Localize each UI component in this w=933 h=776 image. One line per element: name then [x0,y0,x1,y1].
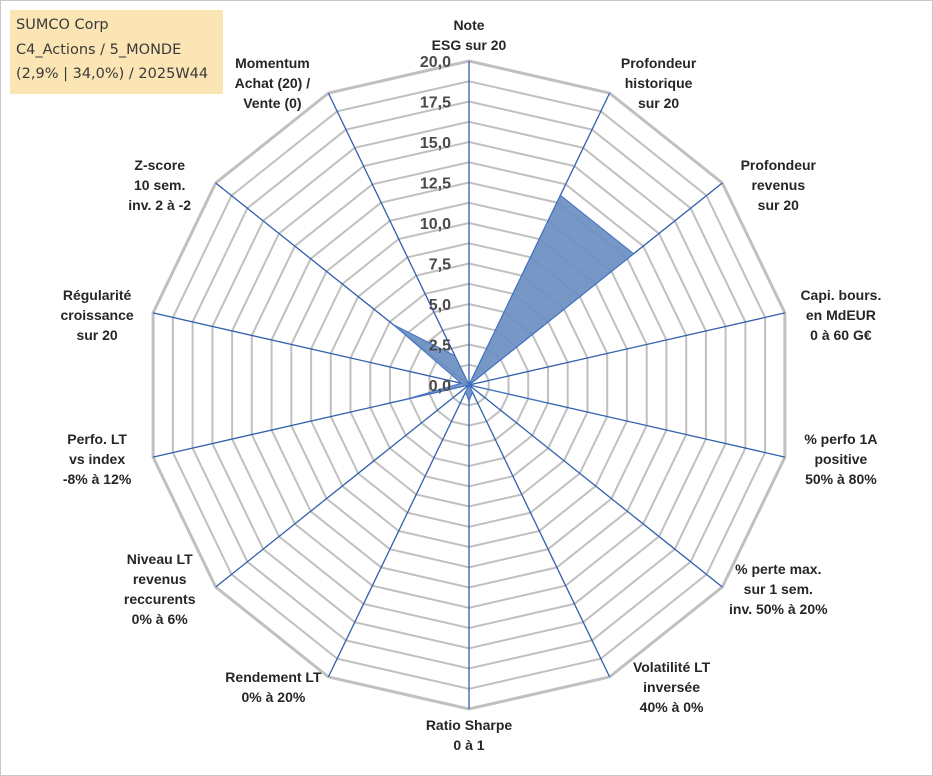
axis-label-line: Profondeur [621,55,697,71]
axis-label-line: Vente (0) [243,95,301,111]
axis-label-line: Note [453,17,484,33]
tick-label: 5,0 [429,297,451,314]
axis-label: Ratio Sharpe 0 à 1 [426,717,513,753]
axis-label-line: 0 à 1 [453,737,484,753]
axis-label: Capi. bours. en MdEUR 0 à 60 G€ [800,287,881,343]
axis-label: Rendement LT 0% à 20% [225,669,322,705]
axis-label-line: vs index [69,451,125,467]
tick-label: 20,0 [420,54,451,71]
tick-label: 7,5 [429,257,451,274]
axis-spoke [468,384,723,588]
axis-label-line: croissance [61,307,134,323]
axis-spoke [152,312,470,386]
axis-label-line: ESG sur 20 [432,37,507,53]
performance-week: (2,9% | 34,0%) / 2025W44 [16,66,209,82]
axis-label-line: Capi. bours. [800,287,881,303]
radar-tick-labels: 0,0 2,5 5,0 7,5 10,0 12,5 15,0 17,5 20,0 [420,54,451,395]
axis-label-line: Niveau LT [127,551,193,567]
data-point [454,355,456,357]
axis-label-line: Rendement LT [225,669,322,685]
axis-label-line: revenus [133,571,187,587]
data-point [547,402,549,404]
axis-label: Z-score 10 sem. inv. 2 à -2 [128,157,191,213]
tick-label: 0,0 [429,378,451,395]
axis-label-line: -8% à 12% [63,471,132,487]
axis-label: Volatilité LT inversée 40% à 0% [633,659,711,715]
axis-label-line: 40% à 0% [640,699,704,715]
axis-label-line: Profondeur [741,157,817,173]
portfolio-path: C4_Actions / 5_MONDE [16,41,182,58]
axis-label-line: reccurents [124,591,196,607]
axis-label-line: positive [814,451,867,467]
tick-label: 10,0 [420,216,451,233]
axis-label-line: sur 1 sem. [744,581,813,597]
axis-label: Profondeur historique sur 20 [621,55,697,111]
axis-label-line: 10 sem. [134,177,185,193]
axis-label: Profondeur revenus sur 20 [741,157,817,213]
axis-label-line: inv. 2 à -2 [128,197,191,213]
axis-label: Régularité croissance sur 20 [61,287,134,343]
axis-label-line: Achat (20) / [235,75,311,91]
axis-label-line: 0% à 20% [241,689,305,705]
data-point [405,398,407,401]
data-point [559,194,562,197]
axis-label-line: Volatilité LT [633,659,711,675]
axis-label-line: revenus [751,177,805,193]
axis-label-line: sur 20 [638,95,679,111]
axis-label-line: historique [625,75,693,91]
company-name: SUMCO Corp [16,17,109,33]
axis-label-line: Ratio Sharpe [426,717,513,733]
axis-label-line: % perfo 1A [804,431,877,447]
axis-label-line: 50% à 80% [805,471,877,487]
axis-spoke [327,384,470,678]
data-point [468,400,470,403]
data-point [460,382,462,385]
tick-label: 12,5 [420,176,451,193]
axis-spoke [468,384,611,678]
axis-label-line: sur 20 [758,197,799,213]
data-point [632,252,635,255]
radar-axis-labels: Note ESG sur 20 Profondeur historique sur 20… [61,17,882,753]
axis-label-line: sur 20 [76,327,117,343]
axis-label: % perte max. sur 1 sem. inv. 50% à 20% [729,561,828,617]
radar-series [392,194,635,404]
axis-label-line: inv. 50% à 20% [729,601,828,617]
axis-label-line: inversée [643,679,700,695]
axis-spoke [327,92,470,386]
tick-label: 2,5 [429,338,451,355]
chart-header-box: SUMCO Corp C4_Actions / 5_MONDE (2,9% | … [10,10,223,94]
axis-label-line: Régularité [63,287,132,303]
axis-label: Momentum Achat (20) / Vente (0) [235,55,311,111]
data-point [464,391,467,394]
data-point [468,384,470,386]
axis-label: Niveau LT revenus reccurents 0% à 6% [124,551,196,627]
axis-spoke [468,312,786,386]
tick-label: 17,5 [420,95,451,112]
data-point [392,323,394,326]
axis-label-line: Momentum [235,55,310,71]
axis-label-line: Perfo. LT [67,431,127,447]
tick-label: 15,0 [420,135,451,152]
axis-label: Perfo. LT vs index -8% à 12% [63,431,132,487]
axis-label-line: Z-score [134,157,185,173]
axis-label-line: 0 à 60 G€ [810,327,872,343]
axis-label-line: en MdEUR [806,307,876,323]
axis-spoke [215,384,470,588]
axis-label-line: 0% à 6% [132,611,189,627]
axis-label-line: % perte max. [735,561,821,577]
axis-label: Note ESG sur 20 [432,17,507,53]
axis-label: % perfo 1A positive 50% à 80% [804,431,877,487]
data-point [471,391,474,394]
